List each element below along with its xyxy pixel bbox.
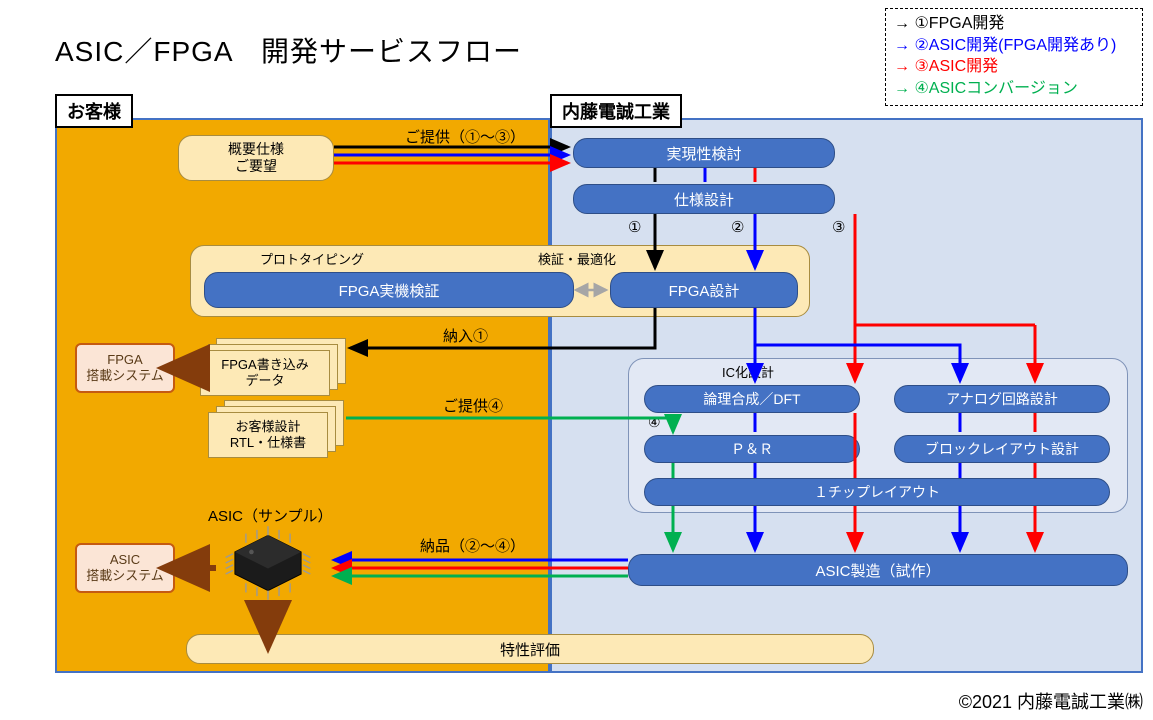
fpga-design-box: FPGA設計 bbox=[610, 272, 798, 308]
fpga-write-line2: データ bbox=[245, 373, 284, 389]
arrow-icon: → bbox=[894, 80, 914, 97]
legend-item-3: → ③ASIC開発 bbox=[894, 56, 1134, 78]
chip-icon bbox=[222, 524, 314, 602]
arrow-icon: → bbox=[894, 15, 914, 32]
legend-label: ①FPGA開発 bbox=[914, 15, 1004, 32]
rtl-line1: お客様設計 bbox=[235, 419, 300, 435]
ic-group-title: IC化設計 bbox=[722, 362, 774, 381]
deliver24-label: 納品（②～④） bbox=[420, 535, 525, 556]
spec-design-box: 仕様設計 bbox=[573, 184, 835, 214]
asic-manufacture-box: ASIC製造（試作） bbox=[628, 554, 1128, 586]
legend-item-1: → ①FPGA開発 bbox=[894, 13, 1134, 35]
pr-box: Ｐ＆Ｒ bbox=[644, 435, 860, 463]
fpga-verify-box: FPGA実機検証 bbox=[204, 272, 574, 308]
legend-label: ③ASIC開発 bbox=[914, 58, 998, 75]
deliver1-label: 納入① bbox=[443, 325, 488, 346]
logic-dft-box: 論理合成／DFT bbox=[644, 385, 860, 413]
num2-label: ② bbox=[731, 218, 744, 236]
num3-label: ③ bbox=[832, 218, 845, 236]
company-section-label: 内藤電誠工業 bbox=[550, 94, 682, 128]
spec-request-line1: 概要仕様 bbox=[228, 141, 284, 158]
proto-title-right: 検証・最適化 bbox=[538, 249, 616, 268]
copyright: ©2021 内藤電誠工業㈱ bbox=[959, 688, 1143, 714]
asic-system-box: ASIC 搭載システム bbox=[75, 543, 175, 593]
legend: → ①FPGA開発 → ②ASIC開発(FPGA開発あり) → ③ASIC開発 … bbox=[885, 8, 1143, 106]
customer-section-label: お客様 bbox=[55, 94, 133, 128]
fpga-sys-line2: 搭載システム bbox=[86, 368, 164, 384]
fpga-write-stack-1: FPGA書き込み データ bbox=[200, 350, 330, 396]
block-layout-box: ブロックレイアウト設計 bbox=[894, 435, 1110, 463]
spec-request-box: 概要仕様 ご要望 bbox=[178, 135, 334, 181]
asic-sample-label: ASIC（サンプル） bbox=[208, 505, 333, 526]
num1-label: ① bbox=[628, 218, 641, 236]
rtl-stack-1: お客様設計 RTL・仕様書 bbox=[208, 412, 328, 458]
provide-123-label: ご提供（①～③） bbox=[405, 126, 525, 147]
arrow-icon: → bbox=[894, 37, 914, 54]
fpga-write-line1: FPGA書き込み bbox=[221, 357, 308, 373]
legend-label: ④ASICコンバージョン bbox=[914, 80, 1077, 97]
legend-item-2: → ②ASIC開発(FPGA開発あり) bbox=[894, 35, 1134, 57]
proto-title-left: プロトタイピング bbox=[260, 249, 364, 268]
rtl-line2: RTL・仕様書 bbox=[230, 435, 306, 451]
legend-item-4: → ④ASICコンバージョン bbox=[894, 78, 1134, 100]
analog-box: アナログ回路設計 bbox=[894, 385, 1110, 413]
chip-layout-box: １チップレイアウト bbox=[644, 478, 1110, 506]
asic-sys-line1: ASIC bbox=[110, 552, 140, 568]
char-eval-box: 特性評価 bbox=[186, 634, 874, 664]
provide4-label: ご提供④ bbox=[443, 395, 503, 416]
page-title: ASIC／FPGA 開発サービスフロー bbox=[55, 30, 522, 70]
spec-request-line2: ご要望 bbox=[235, 158, 277, 175]
num4-label: ④ bbox=[648, 414, 661, 431]
fpga-system-box: FPGA 搭載システム bbox=[75, 343, 175, 393]
feasibility-box: 実現性検討 bbox=[573, 138, 835, 168]
fpga-sys-line1: FPGA bbox=[107, 352, 142, 368]
asic-sys-line2: 搭載システム bbox=[86, 568, 164, 584]
arrow-icon: → bbox=[894, 58, 914, 75]
legend-label: ②ASIC開発(FPGA開発あり) bbox=[914, 37, 1116, 54]
